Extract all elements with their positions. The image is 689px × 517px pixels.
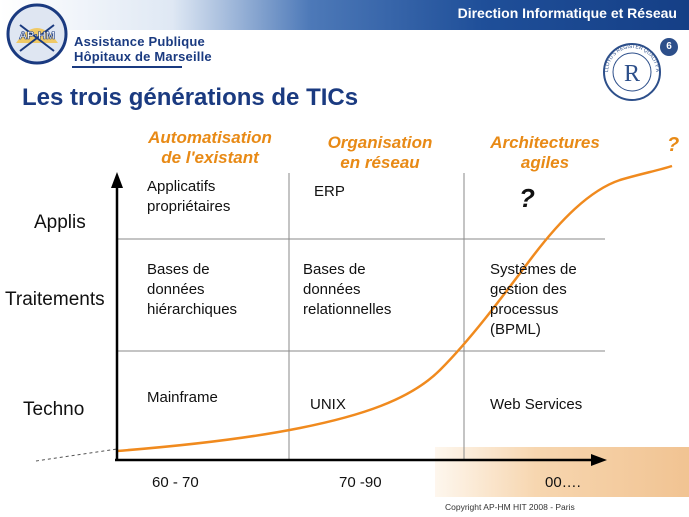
row-label-techno: Techno [23, 399, 85, 420]
copyright-text: Copyright AP-HM HIT 2008 - Paris [445, 502, 575, 512]
logo-text: AP·HM [19, 30, 55, 42]
cell-applis-2: ERP [314, 183, 345, 200]
banner-title: Direction Informatique et Réseau [457, 5, 677, 21]
cell-techno-3: Web Services [490, 396, 583, 413]
cell-traitements-3: Systèmes de gestion des processus (BPML) [490, 261, 577, 338]
cell-applis-3: ? [519, 183, 535, 213]
top-banner: Direction Informatique et Réseau [0, 0, 689, 30]
row-label-applis: Applis [34, 212, 86, 233]
cell-traitements-1: Bases de données hiérarchiques [147, 261, 238, 318]
x-tick-3: 00…. [545, 474, 581, 491]
cell-techno-2: UNIX [310, 396, 346, 413]
column-header-organisation: Organisation en réseau [327, 133, 433, 172]
x-tick-2: 70 -90 [339, 474, 382, 491]
column-header-architectures: Architectures agiles [490, 133, 600, 172]
slide-title: Les trois générations de TICs [22, 84, 359, 111]
cell-traitements-2: Bases de données relationnelles [303, 261, 392, 318]
baseline-extension [35, 448, 118, 462]
future-question-mark: ? [667, 134, 680, 156]
page-number-badge: 6 [660, 38, 678, 56]
quality-seal-icon: LLOYD'S REGISTER QUALITY ASSURANCE R [600, 40, 661, 101]
y-axis-arrow [111, 172, 123, 188]
x-tick-1: 60 - 70 [152, 474, 199, 491]
cell-techno-1: Mainframe [147, 389, 218, 406]
aphm-logo: AP·HM [6, 3, 68, 65]
org-name-line2: Hôpitaux de Marseille [74, 49, 212, 64]
cell-applis-1: Applicatifs propriétaires [147, 178, 231, 215]
column-header-automatisation: Automatisation de l'existant [148, 128, 272, 167]
grid [117, 173, 605, 460]
x-axis-arrow [591, 454, 607, 466]
footer-decorative-image [435, 447, 689, 497]
row-label-traitements: Traitements [5, 289, 105, 310]
org-name-line1: Assistance Publique [74, 34, 205, 49]
org-underline [72, 66, 182, 68]
seal-letter: R [624, 61, 640, 87]
growth-curve [116, 164, 673, 453]
